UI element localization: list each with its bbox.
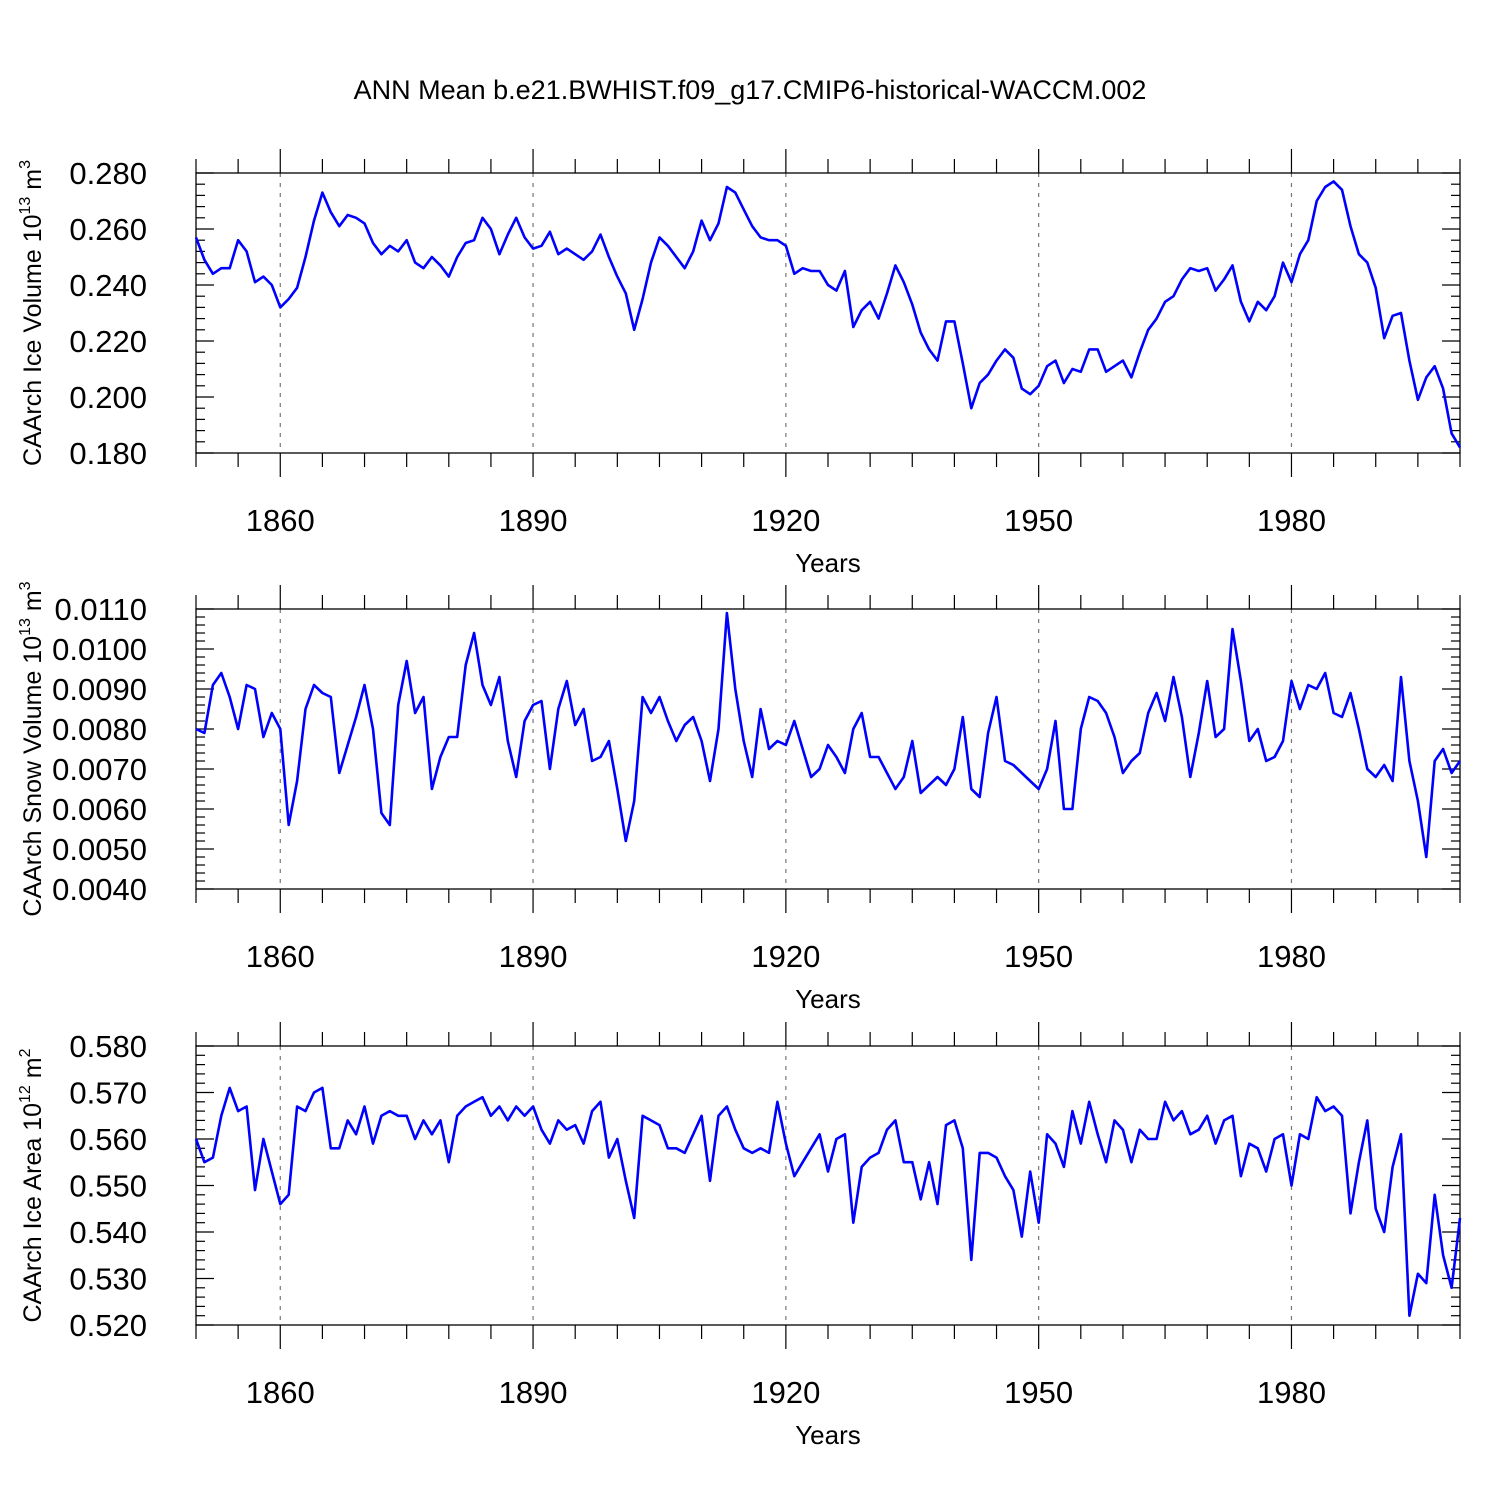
y-tick-label: 0.260 (69, 212, 147, 247)
panel-ice-area: 0.520 0.530 0.540 0.550 0.560 0.570 0.580 1860 1… (17, 1022, 1462, 1450)
x-tick-label: 1950 (1004, 939, 1073, 974)
series-line-snow-volume (195, 611, 1462, 859)
y-tick-label: 0.540 (69, 1215, 147, 1250)
panel-ice-volume: 0.180 0.200 0.220 0.240 0.260 0.280 1860 1890 19… (17, 149, 1462, 578)
y-axis-label-text: CAArch Ice Area 10 (19, 1103, 47, 1323)
x-axis-label: Years (795, 1420, 861, 1450)
x-tick-label: 1950 (1004, 503, 1073, 538)
x-tick-label: 1860 (246, 939, 315, 974)
y-axis-label-exponent: 13 (17, 197, 34, 215)
plot-frame (195, 1045, 1461, 1326)
y-axis-label-unit-exponent: 3 (17, 160, 34, 169)
y-tick-label: 0.550 (69, 1169, 147, 1204)
panels: 0.180 0.200 0.220 0.240 0.260 0.280 1860 1890 19… (17, 149, 1462, 1450)
y-tick-label: 0.0080 (52, 712, 147, 747)
plot-frame (195, 608, 1461, 890)
x-axis-label: Years (795, 548, 861, 578)
y-axis-label-exponent: 13 (17, 618, 34, 636)
y-tick-label: 0.570 (69, 1076, 147, 1111)
y-tick-label: 0.560 (69, 1122, 147, 1157)
x-tick-label: 1920 (751, 939, 820, 974)
y-tick-label: 0.220 (69, 324, 147, 359)
y-axis-label-unit-exponent: 2 (17, 1048, 34, 1057)
y-axis-label-unit: m (19, 169, 47, 197)
y-axis-label-text: CAArch Snow Volume 10 (19, 636, 47, 917)
x-tick-label: 1890 (499, 939, 568, 974)
y-axis-label-exponent: 12 (17, 1085, 34, 1103)
y-axis-label-unit: m (19, 1057, 47, 1085)
panel-snow-volume: 0.0040 0.0050 0.0060 0.0070 0.0080 0.0090 0.01… (17, 581, 1462, 1014)
y-tick-label: 0.580 (69, 1029, 147, 1064)
y-axis-label-text: CAArch Ice Volume 10 (19, 214, 47, 466)
x-axis-label: Years (795, 984, 861, 1014)
y-tick-label: 0.0050 (52, 832, 147, 867)
series-line-ice-volume (194, 180, 1462, 449)
y-axis-label: CAArch Snow Volume 1013 m3 (17, 581, 47, 916)
y-tick-label: 0.240 (69, 268, 147, 303)
y-tick-label: 0.0060 (52, 792, 147, 827)
y-axis-label: CAArch Ice Volume 1013 m3 (17, 160, 47, 466)
series-line-ice-area (194, 1086, 1462, 1317)
y-tick-label: 0.0070 (52, 752, 147, 787)
x-tick-label: 1860 (246, 503, 315, 538)
x-tick-label: 1980 (1257, 503, 1326, 538)
x-tick-label: 1980 (1257, 939, 1326, 974)
x-tick-label: 1920 (751, 503, 820, 538)
y-tick-label: 0.280 (69, 156, 147, 191)
y-tick-label: 0.0100 (52, 632, 147, 667)
x-tick-label: 1980 (1257, 1375, 1326, 1410)
y-axis-label-unit-exponent: 3 (17, 581, 34, 590)
x-tick-label: 1890 (499, 1375, 568, 1410)
x-tick-label: 1860 (246, 1375, 315, 1410)
x-tick-label: 1950 (1004, 1375, 1073, 1410)
y-axis-label-unit: m (19, 590, 47, 618)
y-axis-label: CAArch Ice Area 1012 m2 (17, 1048, 47, 1322)
y-tick-label: 0.200 (69, 380, 147, 415)
y-tick-label: 0.0110 (54, 592, 147, 627)
y-tick-label: 0.0040 (52, 872, 147, 907)
x-tick-label: 1920 (751, 1375, 820, 1410)
y-tick-label: 0.520 (69, 1308, 147, 1343)
chart-title: ANN Mean b.e21.BWHIST.f09_g17.CMIP6-hist… (354, 75, 1147, 105)
y-tick-label: 0.530 (69, 1262, 147, 1297)
x-tick-label: 1890 (499, 503, 568, 538)
y-tick-label: 0.180 (69, 436, 147, 471)
y-tick-label: 0.0090 (52, 672, 147, 707)
plot-frame (195, 172, 1461, 454)
